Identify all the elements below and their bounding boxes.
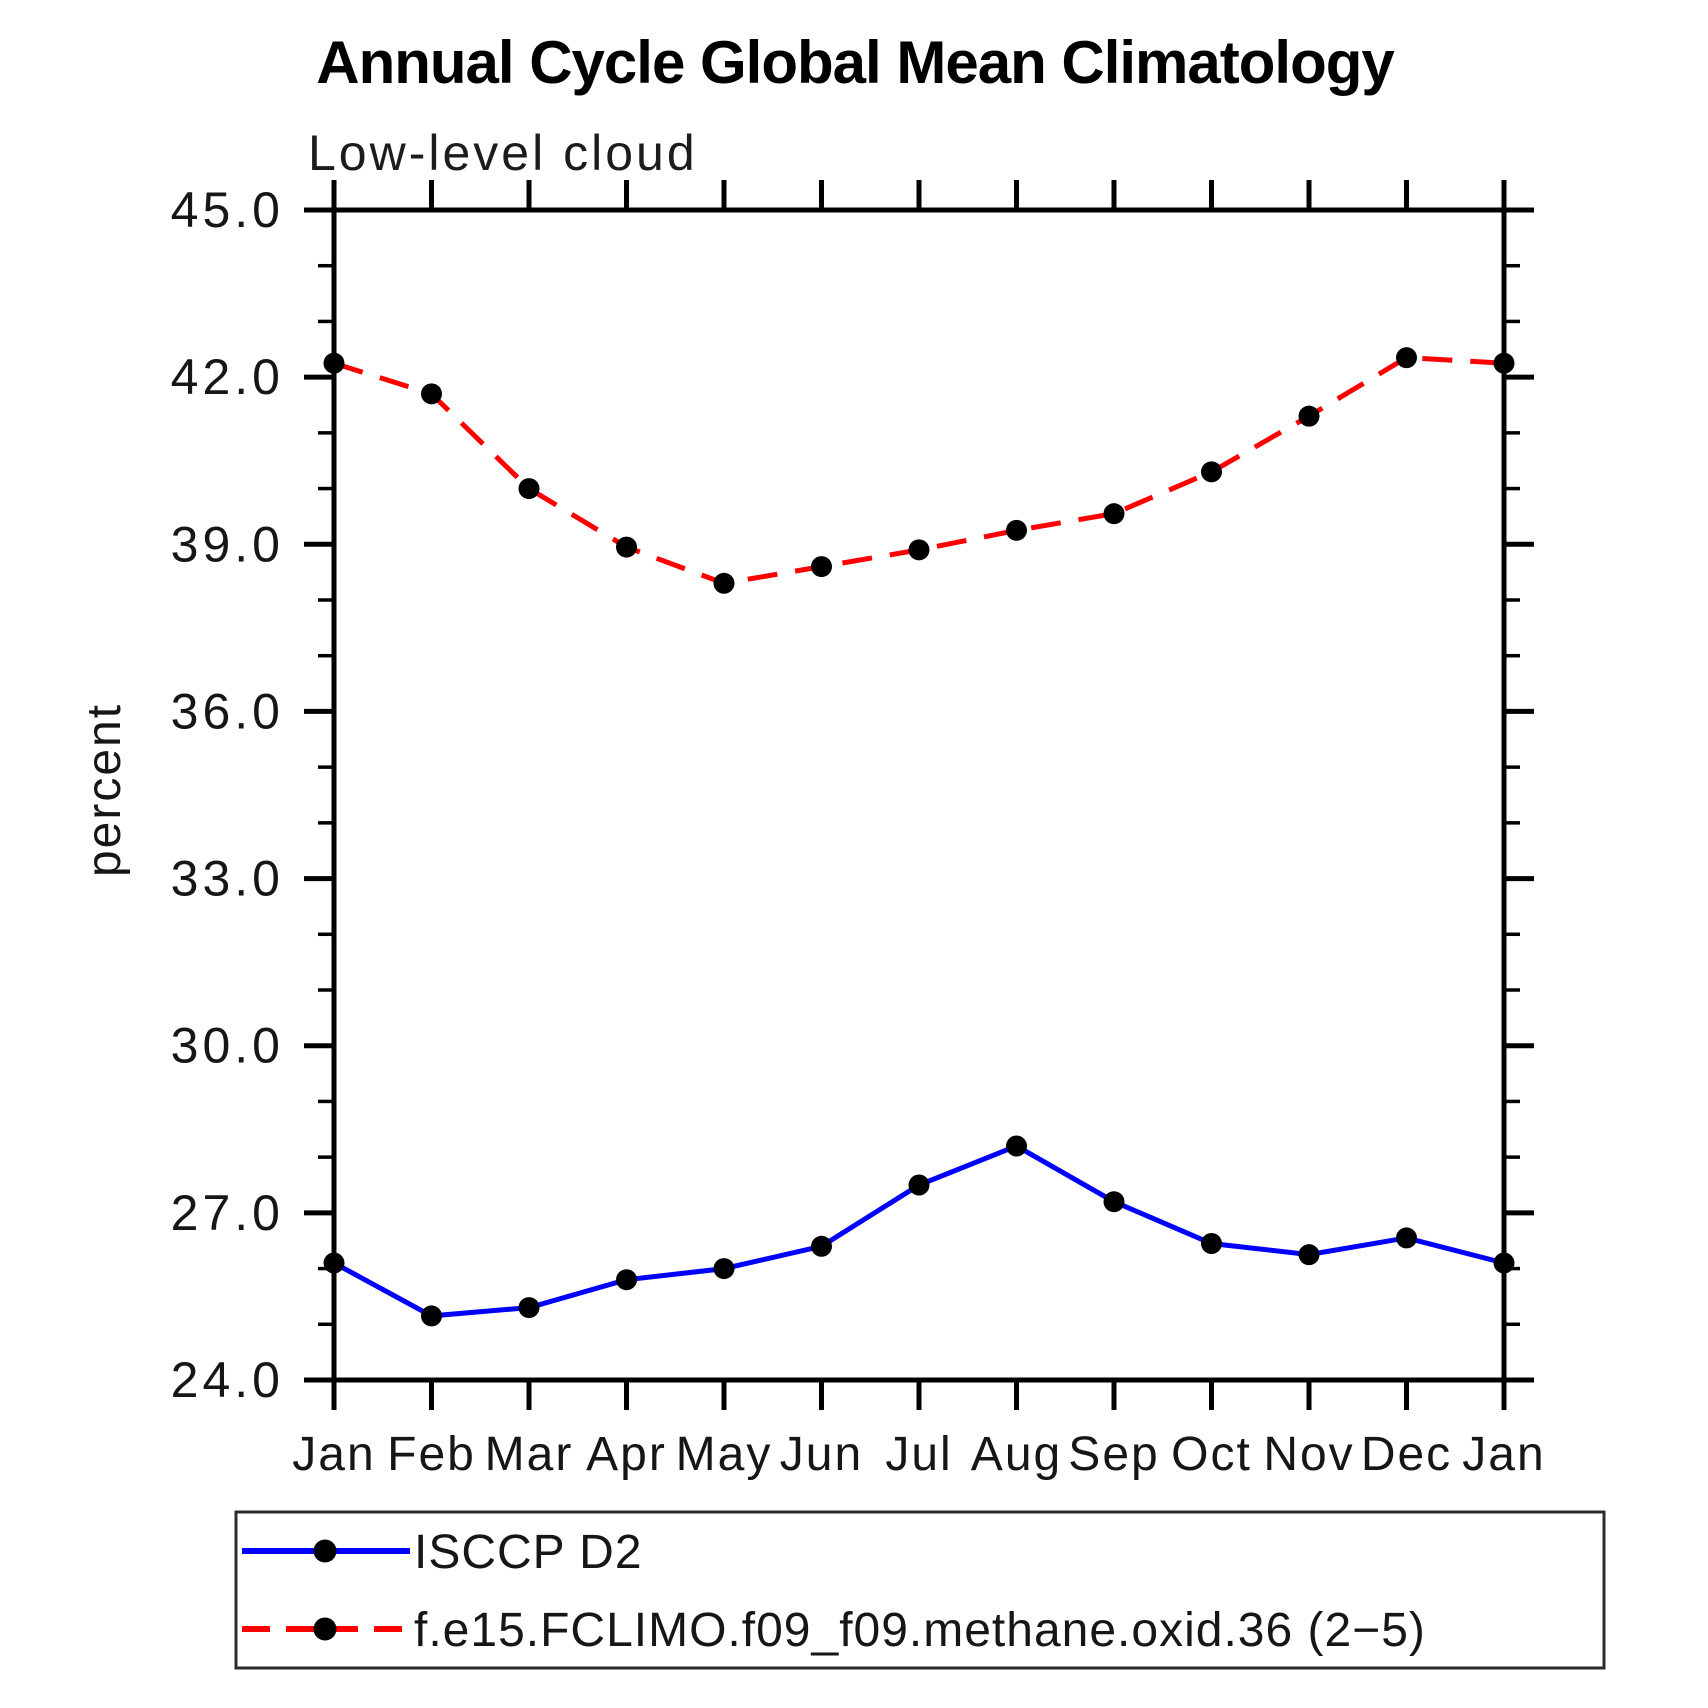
data-point-marker bbox=[1298, 1244, 1320, 1266]
legend-marker-0 bbox=[313, 1539, 337, 1563]
x-tick-label: Sep bbox=[1068, 1428, 1159, 1481]
legend-marker-1 bbox=[313, 1617, 337, 1641]
data-point-marker bbox=[1201, 1233, 1222, 1254]
plot-frame bbox=[331, 207, 1507, 1383]
data-series bbox=[323, 347, 1515, 1327]
y-tick-label: 42.0 bbox=[171, 349, 284, 405]
axis-spines bbox=[331, 207, 1507, 1383]
legend-label-model: f.e15.FCLIMO.f09_f09.methane.oxid.36 (2−… bbox=[414, 1604, 1426, 1657]
x-tick-label: Jul bbox=[885, 1428, 952, 1481]
x-tick-label: Aug bbox=[971, 1428, 1062, 1481]
data-point-marker bbox=[616, 1269, 637, 1291]
x-tick-label: Feb bbox=[387, 1428, 476, 1481]
data-point-marker bbox=[1396, 347, 1417, 369]
x-tick-label: Jan bbox=[292, 1428, 375, 1481]
chart-title: Annual Cycle Global Mean Climatology bbox=[316, 29, 1395, 96]
x-tick-label: Mar bbox=[485, 1428, 574, 1481]
data-point-marker bbox=[421, 1305, 442, 1327]
data-point-marker bbox=[421, 383, 442, 405]
x-tick-label: Nov bbox=[1263, 1428, 1354, 1481]
y-tick-label: 36.0 bbox=[171, 683, 284, 739]
x-tick-label: Oct bbox=[1171, 1428, 1252, 1481]
x-tick-label: Jan bbox=[1462, 1428, 1545, 1481]
y-tick-label: 39.0 bbox=[171, 516, 284, 572]
y-tick-label: 33.0 bbox=[171, 851, 284, 907]
legend-box bbox=[234, 1510, 1606, 1670]
chart-subtitle: Low-level cloud bbox=[308, 125, 698, 181]
y-tick-label: 27.0 bbox=[171, 1185, 284, 1241]
data-point-marker bbox=[713, 1258, 735, 1280]
y-axis-label: percent bbox=[78, 703, 131, 877]
data-point-marker bbox=[616, 536, 637, 558]
data-point-marker bbox=[1298, 405, 1320, 427]
data-point-marker bbox=[518, 478, 540, 500]
legend: ISCCP D2 f.e15.FCLIMO.f09_f09.methane.ox… bbox=[234, 1510, 1606, 1670]
y-tick-label: 24.0 bbox=[171, 1352, 284, 1408]
data-point-marker bbox=[811, 556, 832, 578]
data-point-marker bbox=[1006, 1135, 1027, 1157]
legend-label-isccp: ISCCP D2 bbox=[414, 1526, 643, 1579]
data-point-marker bbox=[1396, 1227, 1417, 1249]
data-point-marker bbox=[713, 572, 735, 594]
data-point-marker bbox=[908, 1174, 930, 1196]
data-point-marker bbox=[1006, 519, 1027, 541]
data-point-marker bbox=[1103, 1191, 1125, 1213]
y-tick-label: 30.0 bbox=[171, 1018, 284, 1074]
x-tick-label: May bbox=[676, 1428, 773, 1481]
data-point-marker bbox=[1201, 461, 1222, 483]
data-point-marker bbox=[811, 1235, 832, 1257]
y-tick-label: 45.0 bbox=[171, 182, 284, 238]
x-tick-label: Jun bbox=[780, 1428, 863, 1481]
legend-symbols bbox=[242, 1539, 410, 1641]
data-point-marker bbox=[908, 539, 930, 561]
data-point-marker bbox=[1103, 503, 1125, 525]
series-line-0 bbox=[332, 1143, 1505, 1319]
x-tick-label: Apr bbox=[586, 1428, 667, 1481]
data-point-marker bbox=[518, 1297, 540, 1319]
x-tick-label: Dec bbox=[1361, 1428, 1452, 1481]
